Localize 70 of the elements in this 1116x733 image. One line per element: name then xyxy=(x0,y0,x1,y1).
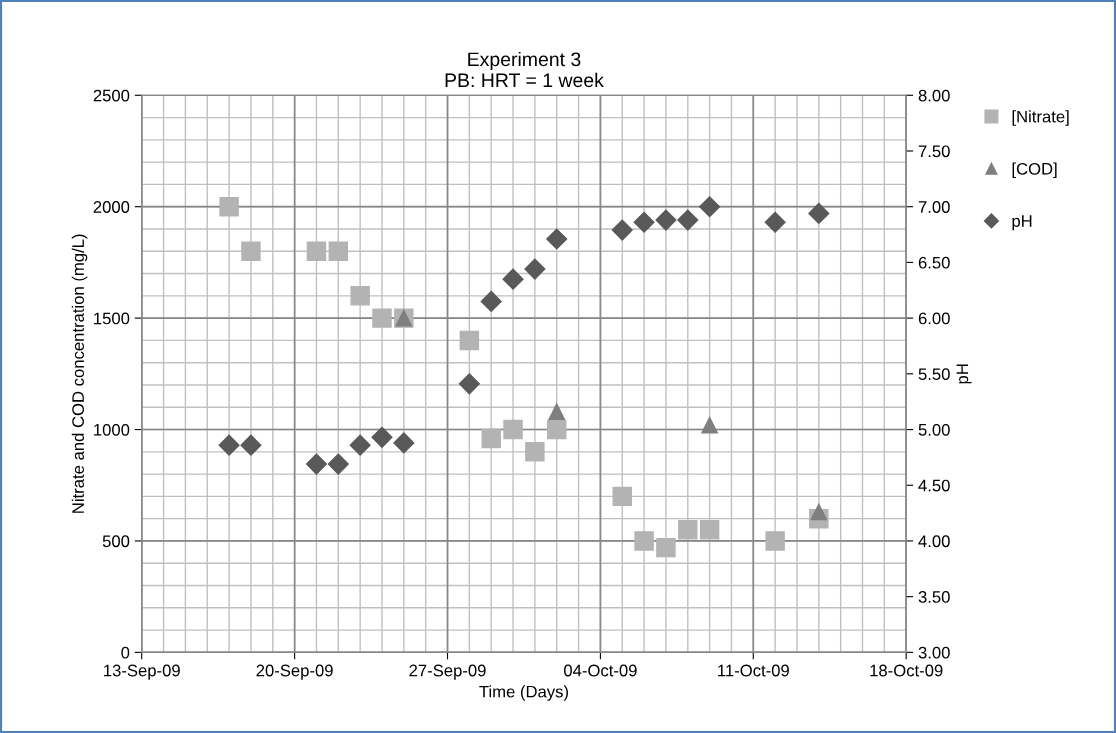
point xyxy=(678,520,698,540)
point xyxy=(634,531,654,551)
y-axis-title: Nitrate and COD concentration (mg/L) xyxy=(71,234,88,513)
x-tick-label: 27-Sep-09 xyxy=(409,664,486,680)
point xyxy=(525,442,545,462)
point xyxy=(459,330,480,351)
point xyxy=(480,290,502,312)
y2-tick-label: 6.50 xyxy=(918,256,950,269)
point xyxy=(349,434,371,456)
point xyxy=(547,419,567,440)
y-tick-label: 0 xyxy=(121,646,130,659)
y2-tick-label: 3.00 xyxy=(918,646,950,659)
x-axis-title: Time (Days) xyxy=(479,685,568,701)
point xyxy=(699,196,721,218)
y2-tick-label: 5.00 xyxy=(918,423,950,436)
point xyxy=(548,403,566,421)
point xyxy=(810,503,828,521)
y2-tick-label: 8.00 xyxy=(918,89,950,102)
point xyxy=(656,537,676,558)
point xyxy=(481,428,501,449)
point xyxy=(218,434,240,456)
point xyxy=(372,308,392,328)
y-tick-label: 2000 xyxy=(93,201,130,213)
x-tick-label: 04-Oct-09 xyxy=(564,664,637,677)
y-tick-label: 2500 xyxy=(93,89,130,102)
point xyxy=(612,486,632,507)
y-tick-label: 1000 xyxy=(94,423,130,436)
point xyxy=(765,531,785,551)
point xyxy=(305,453,327,475)
y2-tick-label: 3.50 xyxy=(918,591,950,603)
x-tick-label: 18-Oct-09 xyxy=(870,664,943,677)
x-tick-label: 20-Sep-09 xyxy=(256,664,333,680)
point xyxy=(701,416,718,434)
y2-tick-label: 4.00 xyxy=(918,535,950,548)
x-tick-label: 13-Sep-09 xyxy=(104,664,180,680)
point xyxy=(393,432,415,454)
y2-axis-title: pH xyxy=(956,364,972,384)
chart-subtitle: PB: HRT = 1 week xyxy=(445,72,604,88)
point xyxy=(327,453,349,475)
point xyxy=(306,241,327,261)
point xyxy=(219,196,239,217)
point xyxy=(633,211,655,233)
legend-label: [Nitrate] xyxy=(1012,110,1069,126)
chart-title: Experiment 3 xyxy=(468,51,581,71)
x-tick-label: 11-Oct-09 xyxy=(718,664,789,677)
point xyxy=(699,520,720,540)
legend-label: pH xyxy=(1012,215,1032,231)
point xyxy=(655,209,677,231)
y2-tick-label: 7.00 xyxy=(918,201,950,213)
point xyxy=(808,202,830,224)
point xyxy=(328,241,349,261)
y2-tick-label: 6.00 xyxy=(918,312,950,325)
point xyxy=(502,268,524,290)
point xyxy=(546,228,568,250)
point xyxy=(677,209,699,231)
y2-tick-label: 5.50 xyxy=(918,368,950,381)
y-tick-label: 1500 xyxy=(94,312,130,325)
point xyxy=(241,241,261,261)
point xyxy=(524,258,546,280)
y-tick-label: 500 xyxy=(102,535,130,548)
point xyxy=(611,219,633,241)
y2-tick-label: 7.50 xyxy=(918,145,950,158)
point xyxy=(350,286,370,306)
point xyxy=(458,373,480,395)
point xyxy=(371,426,393,448)
point xyxy=(764,211,786,233)
point xyxy=(503,419,523,440)
legend-label: [COD] xyxy=(1012,162,1057,179)
point xyxy=(240,434,262,456)
y2-tick-label: 4.50 xyxy=(918,479,950,492)
